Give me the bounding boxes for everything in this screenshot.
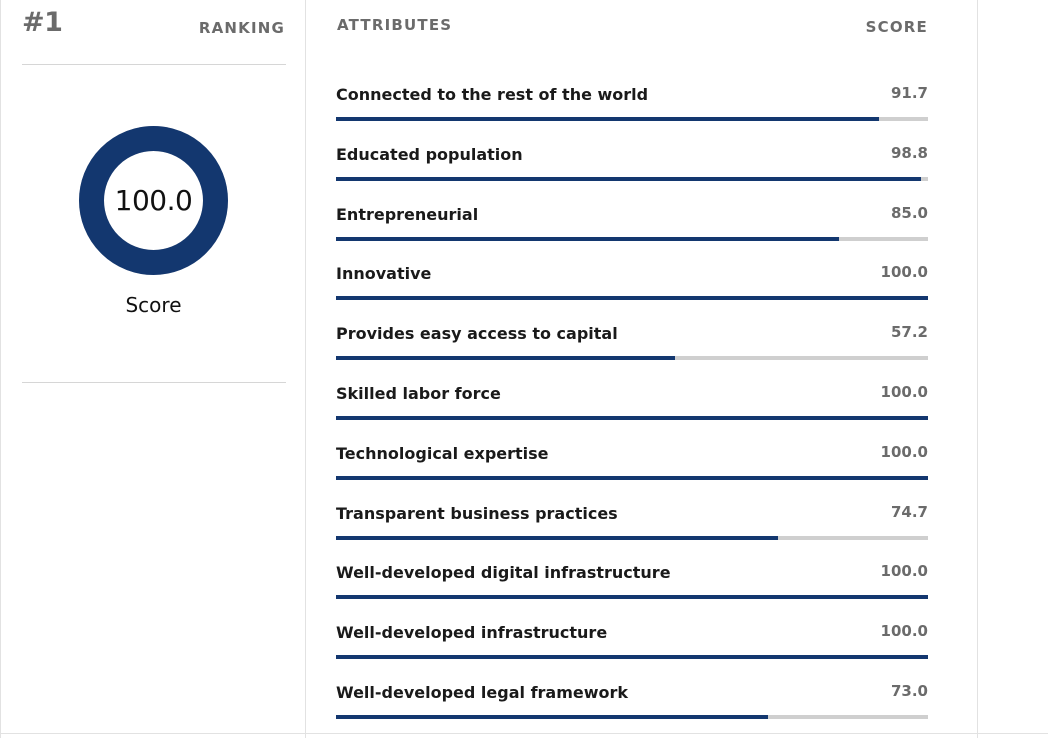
attribute-row: Transparent business practices 74.7 [336, 498, 928, 558]
attribute-bar-fill [336, 415, 928, 420]
attribute-row: Entrepreneurial 85.0 [336, 199, 928, 259]
ranking-divider-bottom [22, 382, 286, 383]
attribute-bar-fill [336, 535, 779, 540]
overall-score-donut [79, 126, 228, 275]
attribute-score: 98.8 [890, 143, 928, 162]
attributes-header: ATTRIBUTES [337, 16, 453, 34]
ranking-label: RANKING [198, 19, 285, 37]
attribute-name: Well-developed digital infrastructure [336, 563, 671, 583]
attribute-name: Technological expertise [336, 443, 549, 463]
attribute-bar-fill [336, 176, 921, 181]
attribute-name: Skilled labor force [336, 383, 501, 403]
attribute-bar-track [336, 356, 928, 361]
attribute-bar-track [336, 176, 928, 181]
attribute-bar-fill [336, 296, 928, 301]
attribute-bar-fill [336, 356, 675, 361]
attribute-bar-track [336, 296, 928, 301]
attribute-bar-track [336, 655, 928, 660]
ranking-divider-top [22, 64, 286, 65]
attribute-name: Well-developed infrastructure [336, 623, 608, 643]
attribute-score: 100.0 [880, 263, 928, 282]
attribute-row: Connected to the rest of the world 91.7 [336, 79, 928, 139]
attribute-row: Skilled labor force 100.0 [336, 378, 928, 438]
attribute-name: Connected to the rest of the world [336, 85, 649, 104]
attribute-bar-track [336, 236, 928, 241]
attribute-bar-fill [336, 236, 840, 241]
attribute-row: Provides easy access to capital 57.2 [336, 318, 928, 378]
attribute-bar-track [336, 475, 928, 480]
attribute-bar-track [336, 535, 928, 540]
attribute-name: Innovative [336, 264, 432, 284]
attribute-score: 100.0 [880, 622, 928, 641]
attribute-row: Well-developed infrastructure 100.0 [336, 617, 928, 677]
attribute-score: 85.0 [890, 203, 928, 222]
score-column-header: SCORE [865, 18, 928, 36]
attribute-row: Well-developed digital infrastructure 100… [336, 557, 928, 617]
attribute-bar-fill [336, 117, 879, 121]
attribute-bar-track [336, 714, 928, 719]
attribute-score: 100.0 [880, 442, 928, 461]
bottom-divider [0, 733, 1048, 734]
attribute-name: Provides easy access to capital [336, 324, 618, 344]
attribute-score: 91.7 [890, 84, 928, 102]
attribute-bar-track [336, 415, 928, 420]
attribute-bar-fill [336, 655, 928, 660]
attribute-bar-fill [336, 714, 769, 719]
attribute-row: Technological expertise 100.0 [336, 438, 928, 498]
attribute-score: 57.2 [890, 323, 928, 342]
overall-score-value: 100.0 [114, 184, 193, 217]
attribute-name: Well-developed legal framework [336, 682, 629, 702]
donut-fill [79, 126, 228, 275]
attribute-bar-fill [336, 595, 928, 600]
content-frame [0, 0, 978, 738]
attribute-row: Educated population 98.8 [336, 139, 928, 199]
ranking-panel: #1 RANKING 100.0 Score [1, 0, 306, 738]
attribute-row: Innovative 100.0 [336, 258, 928, 318]
attribute-bar-fill [336, 475, 928, 480]
attribute-row: Well-developed legal framework 73.0 [336, 677, 928, 737]
rank-number: #1 [22, 7, 63, 38]
attribute-bar-track [336, 595, 928, 600]
attribute-name: Transparent business practices [336, 503, 618, 523]
attribute-score: 74.7 [890, 502, 928, 521]
attribute-score: 73.0 [890, 681, 928, 700]
attribute-score: 100.0 [880, 562, 928, 581]
attribute-name: Educated population [336, 144, 523, 164]
attribute-name: Entrepreneurial [336, 204, 479, 224]
attribute-bar-track [336, 117, 928, 121]
attribute-score: 100.0 [880, 382, 928, 401]
overall-score-caption: Score [125, 293, 182, 317]
attributes-list: Connected to the rest of the world 91.7 Ed… [336, 79, 928, 737]
